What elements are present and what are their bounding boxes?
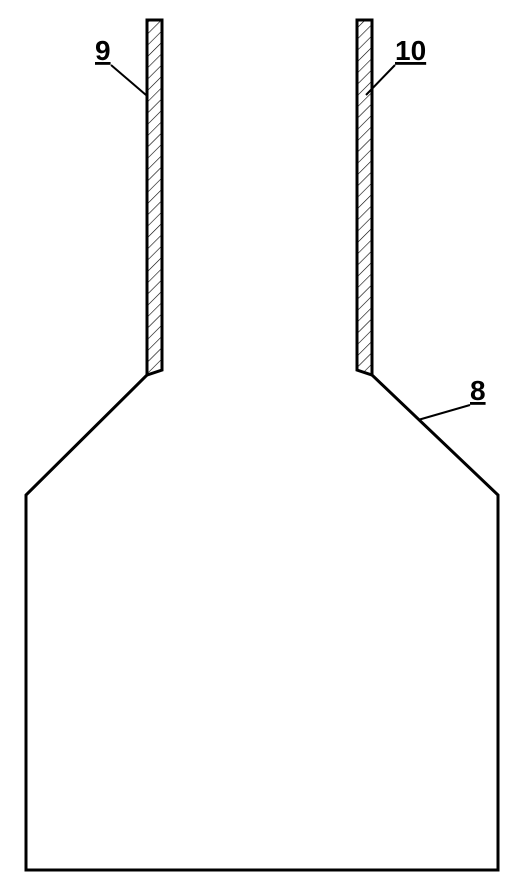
leader-8: [418, 405, 470, 420]
neck-wall-left: [147, 20, 162, 375]
label-8: 8: [418, 375, 486, 420]
label-8-text: 8: [470, 375, 486, 406]
label-10-text: 10: [395, 35, 426, 66]
neck-inner-wall: [162, 20, 357, 370]
neck-wall-right: [357, 20, 372, 375]
leader-9: [111, 65, 146, 95]
flask-body: [26, 20, 498, 870]
label-9: 9: [95, 35, 146, 95]
flask-diagram: 9 10 8: [0, 0, 526, 885]
label-9-text: 9: [95, 35, 111, 66]
label-10: 10: [366, 35, 426, 95]
